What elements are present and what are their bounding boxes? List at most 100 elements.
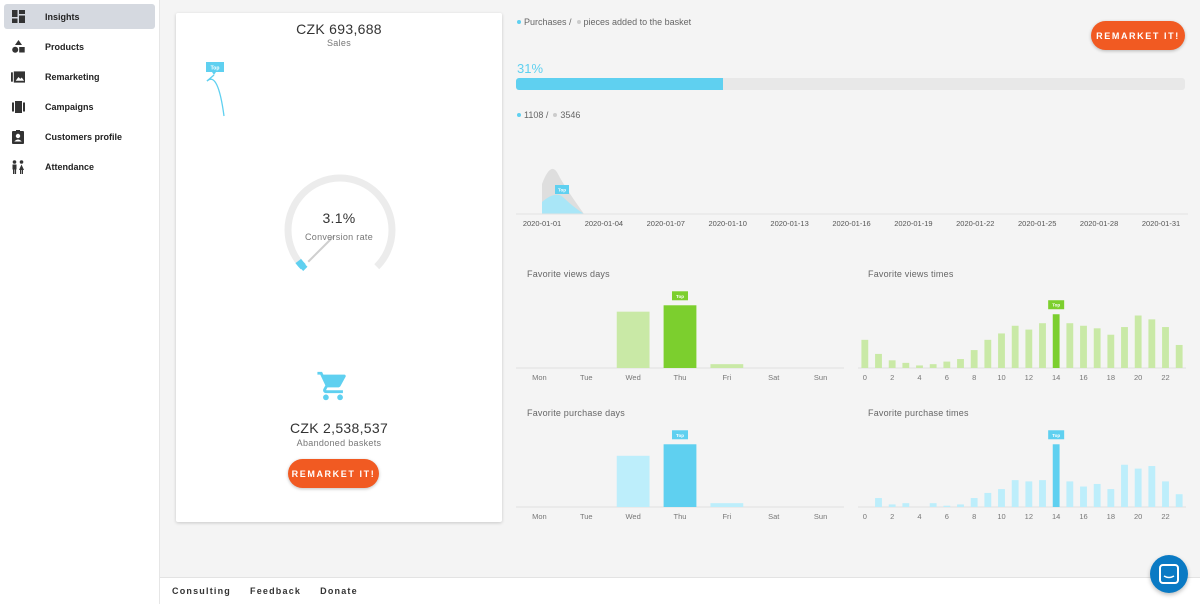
chart-bar [970,498,978,507]
chat-button[interactable] [1150,555,1188,593]
chart-tick-label: Fri [722,373,731,382]
people-icon [11,159,25,174]
sidebar-item-remarketing[interactable]: Remarketing [4,64,155,89]
timeline-chart: Top 2020-01-01 2020-01-04 2020-01-07 2020-0… [516,168,1188,228]
chart-tick-label: 2 [890,512,894,521]
chart-tick-label: Wed [625,512,640,521]
chart-bar [1121,327,1128,368]
timeline-tick-label: 2020-01-25 [1018,219,1056,228]
shopping-cart-icon [316,369,350,408]
chart-bar [1025,329,1033,368]
dashboard-icon [11,10,25,24]
abandoned-label: Abandoned baskets [296,438,382,448]
sidebar-item-label: Customers profile [45,131,123,142]
chart-bar [1039,480,1046,507]
chart-bar [616,311,650,368]
contact-card-icon [11,129,25,144]
chart-bar [710,503,744,507]
views-days-chart: Top Mon Tue Wed Thu Fri Sat Sun [516,291,844,382]
chart-bar [1011,325,1019,368]
footer-link-consulting[interactable]: Consulting [172,586,231,596]
sidebar-item-insights[interactable]: Insights [4,4,155,29]
chat-icon [1159,564,1179,584]
count-legend: 1108 / 3546 [517,110,580,120]
chart-bar [1066,323,1074,368]
chart-bar [1175,344,1183,368]
chart-bar [888,504,896,507]
chart-bar [1093,483,1101,507]
chart-tick-label: 20 [1134,373,1142,382]
sidebar-item-products[interactable]: Products [4,34,155,59]
footer-link-feedback[interactable]: Feedback [250,586,302,596]
chart-bar [1080,325,1087,368]
film-strip-icon [11,100,25,114]
footer-link-donate[interactable]: Donate [320,586,358,596]
conversion-value: 3.1% [322,210,356,226]
chart-tick-label: Mon [532,373,547,382]
count-purchases: 1108 / [524,110,549,120]
chart-top-badge [1048,300,1065,310]
image-gallery-icon [11,70,25,84]
chart-bar [984,339,992,368]
chart-bar [943,361,951,368]
sales-label: Sales [326,38,351,48]
remarket-purchases-button[interactable]: REMARKET IT! [1091,21,1185,50]
timeline-tick-label: 2020-01-13 [770,219,808,228]
chart-bar [875,353,882,368]
purchase-times-chart: Top 0 2 4 6 8 10 12 14 16 18 20 22 [858,430,1186,521]
chart-tick-label: 18 [1107,512,1115,521]
chart-bar [1011,480,1019,507]
summary-card: CZK 693,688 Sales Top 3.1% Conversion ra… [176,13,502,522]
chart-bar [861,339,869,368]
chart-bar [957,504,964,507]
chart-bar [902,362,910,368]
chart-bar [888,360,896,368]
timeline-tick-label: 2020-01-07 [647,219,685,228]
sales-line [206,78,225,117]
chart-tick-label: 10 [997,373,1005,382]
chart-bar [1148,466,1156,507]
top-badge-text: Top [211,66,220,72]
purchase-progress-fill [516,78,724,90]
chart-bar [1052,444,1060,507]
sidebar: Insights Products Remarketing Campaigns … [0,0,160,604]
timeline-tick-label: 2020-01-31 [1142,219,1180,228]
chart-tick-label: 0 [863,512,867,521]
chart-top-badge-text: Top [1052,303,1060,308]
legend-dot-basket [576,20,581,24]
chart-tick-label: 16 [1079,512,1087,521]
sidebar-item-campaigns[interactable]: Campaigns [4,94,155,119]
chart-bar [1134,315,1142,368]
legend-dot-purchases [517,20,521,24]
chart-tick-label: 8 [972,512,976,521]
chart-bar [984,492,992,507]
count-basket: 3546 [560,110,581,120]
legend-dot-count-b [553,113,558,117]
views-times-chart: Top 0 2 4 6 8 10 12 14 16 18 20 22 [858,300,1186,382]
chart-bar [943,505,951,507]
chart-top-badge-text: Top [676,294,684,299]
gauge-needle [307,235,335,263]
sidebar-item-attendance[interactable]: Attendance [4,154,155,179]
chart-bar [616,455,650,507]
legend-dot-count-a [517,113,521,117]
chart-tick-label: Mon [532,512,547,521]
sales-sparkline: Top [206,62,225,117]
chart-bar [710,364,744,368]
chart-bar [663,305,697,368]
purchase-times-title: Favorite purchase times [868,408,969,418]
chart-tick-label: 8 [972,373,976,382]
chart-tick-label: Tue [580,373,593,382]
legend-basket: pieces added to the basket [583,17,692,27]
remarket-abandoned-button[interactable]: REMARKET IT! [288,459,379,488]
chart-tick-label: 4 [917,512,921,521]
chart-bar [1066,481,1074,507]
sidebar-item-customers-profile[interactable]: Customers profile [4,124,155,149]
timeline-tick-label: 2020-01-28 [1080,219,1118,228]
timeline-tick-label: 2020-01-04 [585,219,623,228]
chart-tick-label: 22 [1161,373,1169,382]
chart-top-badge [672,430,688,440]
chart-bar [1080,486,1087,507]
conversion-gauge [284,174,396,272]
chart-top-badge-text: Top [1052,433,1060,438]
